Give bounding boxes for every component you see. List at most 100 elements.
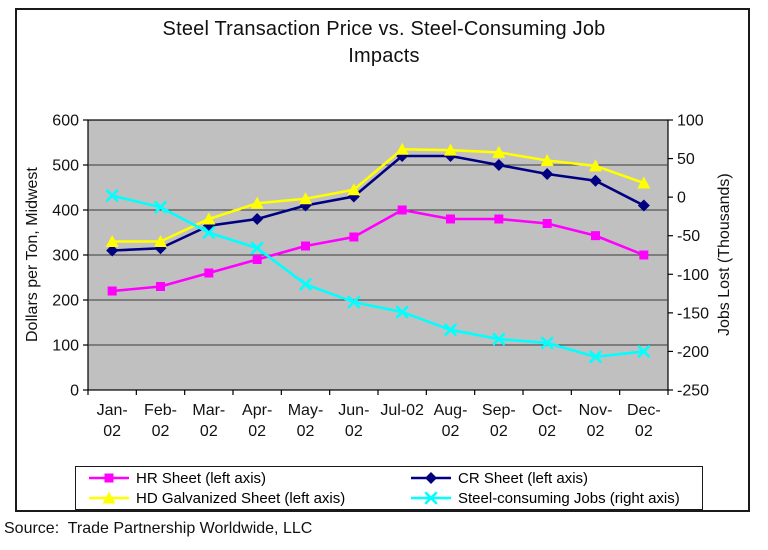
triangle-marker-icon [395, 142, 409, 155]
triangle-legend-marker-icon [89, 491, 129, 504]
triangle-marker-icon [202, 212, 216, 225]
x-marker-icon [540, 336, 554, 350]
triangle-marker-icon [347, 183, 361, 196]
left-axis-tick-label: 400 [52, 203, 79, 220]
x-axis-label: 02 [152, 423, 170, 440]
right-axis-tick-label: -150 [677, 305, 709, 322]
x-axis-label: 02 [442, 423, 460, 440]
x-axis-label: 02 [200, 423, 218, 440]
x-axis-label: Feb- [144, 402, 177, 419]
right-axis-tick-label: 100 [677, 113, 704, 130]
diamond-marker-icon [637, 199, 650, 212]
x-marker-icon [444, 323, 457, 337]
series-steel-consuming-jobs-right-axis [105, 189, 651, 364]
x-marker-icon [637, 345, 651, 358]
triangle-marker-icon [637, 176, 651, 189]
chart-title: Steel Transaction Price vs. Steel-Consum… [94, 16, 674, 70]
right-axis-tick-label: 0 [677, 190, 686, 207]
right-axis-tick-label: 50 [677, 151, 695, 168]
square-legend-marker-icon [89, 473, 129, 483]
diamond-marker-icon [492, 159, 505, 171]
triangle-marker-icon [105, 235, 119, 247]
x-marker-icon [202, 226, 216, 239]
left-axis-tick-label: 600 [52, 113, 79, 130]
x-axis-label: Dec- [627, 402, 661, 419]
diamond-marker-icon [425, 472, 437, 484]
square-marker-icon [156, 282, 165, 291]
x-axis-label: May- [288, 402, 324, 419]
series-hr-sheet-left-axis [107, 205, 649, 296]
left-axis-title: Dollars per Ton, Midwest [24, 167, 41, 343]
legend-item-label: CR Sheet (left axis) [458, 469, 589, 487]
x-axis-label: Sep- [482, 402, 516, 419]
diamond-marker-icon [106, 244, 119, 257]
x-axis-label: 02 [248, 423, 266, 440]
x-axis-label: Mar- [192, 402, 225, 419]
x-marker-icon [347, 295, 361, 309]
legend-item: HR Sheet (left axis) [88, 470, 410, 487]
x-axis-label: 02 [635, 423, 653, 440]
chart-title-line2: Impacts [348, 45, 420, 67]
triangle-marker-icon [540, 154, 554, 166]
x-axis-label: 02 [490, 423, 508, 440]
triangle-marker-icon [492, 145, 506, 158]
x-axis-label: 02 [103, 423, 121, 440]
triangle-marker-icon [250, 196, 264, 209]
x-marker-icon [250, 241, 264, 255]
x-marker-icon [395, 305, 409, 319]
square-marker-icon [494, 214, 504, 224]
diamond-legend-marker-icon [411, 472, 451, 484]
x-axis-label: 02 [345, 423, 363, 440]
left-axis-tick-label: 500 [52, 158, 79, 175]
square-marker-icon [591, 231, 600, 241]
legend-item: CR Sheet (left axis) [410, 470, 702, 487]
square-marker-icon [639, 250, 649, 260]
x-axis-label: 02 [538, 423, 556, 440]
square-marker-icon [252, 255, 262, 264]
legend: HR Sheet (left axis) CR Sheet (left axis)… [75, 466, 703, 510]
diamond-marker-icon [589, 174, 602, 187]
left-axis-tick-label: 0 [70, 383, 79, 400]
chart-title-line1: Steel Transaction Price vs. Steel-Consum… [162, 18, 606, 40]
square-marker-icon [542, 219, 552, 228]
triangle-marker-icon [154, 235, 167, 247]
x-axis-label: Jul-02 [380, 402, 424, 419]
x-marker-icon [424, 491, 438, 505]
x-marker-icon [154, 200, 167, 214]
x-axis-label: Nov- [579, 402, 613, 419]
series-line [112, 208, 645, 293]
x-marker-icon [299, 278, 312, 291]
x-legend-marker-icon [411, 491, 451, 505]
x-axis-label: Oct- [532, 402, 562, 419]
square-marker-icon [104, 473, 114, 483]
legend-item-label: HR Sheet (left axis) [136, 469, 267, 487]
x-axis-label: Aug- [434, 402, 468, 419]
left-axis-tick-label: 200 [52, 293, 79, 310]
x-marker-icon [105, 189, 119, 202]
right-axis-tick-label: -100 [677, 267, 709, 284]
triangle-marker-icon [299, 192, 312, 205]
triangle-marker-icon [589, 159, 602, 172]
square-marker-icon [349, 232, 359, 242]
legend-item: Steel-consuming Jobs (right axis) [410, 490, 702, 507]
legend-item: HD Galvanized Sheet (left axis) [88, 490, 410, 507]
right-axis-tick-label: -200 [677, 344, 709, 361]
x-axis-label: 02 [297, 423, 315, 440]
source-text: Source: Trade Partnership Worldwide, LLC [4, 520, 313, 537]
x-axis-label: Apr- [242, 402, 272, 419]
series-line [112, 147, 645, 243]
x-axis-label: Jun- [338, 402, 369, 419]
right-axis-tick-label: -250 [677, 383, 709, 400]
square-marker-icon [204, 268, 214, 278]
square-marker-icon [446, 214, 455, 224]
diamond-marker-icon [541, 168, 554, 180]
square-marker-icon [397, 205, 407, 215]
x-marker-icon [589, 350, 602, 364]
series-hd-galvanized-sheet-left-axis [105, 142, 651, 247]
left-axis-tick-label: 100 [52, 338, 79, 355]
square-marker-icon [301, 241, 310, 251]
triangle-marker-icon [444, 143, 457, 156]
diamond-marker-icon [251, 213, 264, 225]
